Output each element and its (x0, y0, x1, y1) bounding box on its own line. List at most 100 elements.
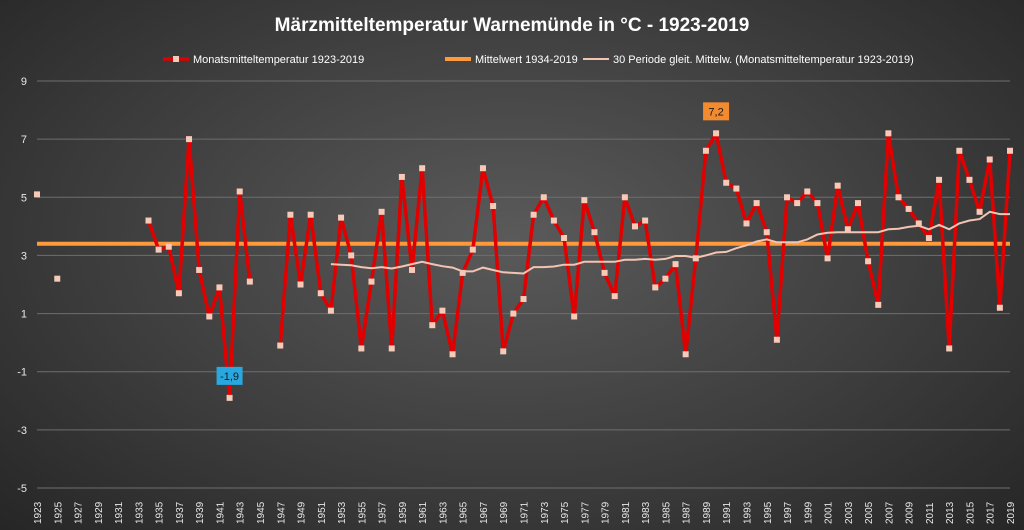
data-point-marker (854, 200, 861, 207)
series-segment (450, 271, 465, 357)
legend-label: Mittelwert 1934-2019 (475, 54, 578, 66)
series-segment (643, 218, 658, 290)
series-segment (207, 285, 222, 319)
x-tick-label: 1981 (621, 501, 632, 524)
x-tick-label: 1999 (803, 501, 814, 524)
x-tick-label: 1941 (215, 501, 226, 524)
data-point-marker (652, 284, 659, 291)
x-tick-label: 1947 (276, 501, 287, 524)
x-tick-label: 1975 (560, 501, 571, 524)
data-point-marker (601, 269, 608, 276)
x-tick-label: 1939 (195, 501, 206, 524)
callout-label: 7,2 (708, 106, 723, 118)
series-segment (846, 201, 860, 232)
series-segment (602, 271, 617, 298)
data-point-marker (763, 229, 770, 236)
series-segment (714, 131, 728, 185)
series-segment (754, 201, 769, 234)
y-tick-label: -5 (17, 483, 27, 495)
series-segment (673, 262, 688, 357)
series-segment (967, 178, 982, 214)
series-segment (876, 131, 891, 307)
data-point-marker (277, 342, 284, 349)
series-segment (471, 166, 485, 252)
series-segment (410, 166, 424, 272)
data-point-marker (682, 351, 689, 358)
data-point-marker (398, 173, 405, 180)
data-point-marker (905, 205, 912, 212)
series-segment (542, 195, 556, 223)
data-point-marker (966, 176, 973, 183)
series-segment (298, 212, 313, 287)
data-point-marker (733, 185, 740, 192)
x-tick-label: 1989 (702, 501, 713, 524)
data-point-marker (895, 194, 902, 201)
data-point-marker (804, 188, 811, 195)
x-tick-label: 1949 (297, 501, 308, 524)
x-tick-label: 1933 (134, 501, 145, 524)
data-point-marker (368, 278, 375, 285)
chart-title: Märzmitteltemperatur Warnemünde in °C - … (275, 15, 750, 36)
data-point-marker (479, 165, 486, 172)
x-tick-label: 2017 (986, 501, 997, 524)
x-tick-label: 1937 (175, 501, 186, 524)
y-tick-label: 7 (21, 134, 27, 146)
y-axis-ticks: 9 7 5 3 1 -1 -3 -5 (17, 76, 27, 495)
x-tick-label: 1987 (682, 501, 693, 524)
y-tick-label: 3 (21, 250, 27, 262)
series-segment (612, 195, 627, 298)
series-segment (987, 157, 1002, 310)
data-point-marker (885, 130, 892, 137)
series-segment (187, 137, 201, 272)
data-point-marker (946, 345, 953, 352)
series-segment (683, 256, 698, 357)
series-segment (440, 308, 455, 357)
x-tick-label: 1945 (256, 501, 267, 524)
series-segment (501, 311, 516, 354)
data-point-marker (54, 275, 61, 282)
series-segment (886, 131, 901, 200)
x-tick-label: 1985 (661, 501, 672, 524)
x-tick-label: 1925 (53, 501, 64, 524)
data-point-marker (175, 290, 182, 297)
series-segment (866, 259, 880, 307)
x-tick-label: 1973 (540, 501, 551, 524)
data-point-marker (378, 208, 385, 215)
series-segment (562, 236, 576, 319)
data-point-marker (1007, 147, 1013, 154)
x-tick-label: 1953 (337, 501, 348, 524)
data-point-marker (915, 220, 922, 227)
series-segment (957, 149, 972, 182)
data-point-marker (561, 234, 568, 241)
data-point-marker (206, 313, 213, 320)
data-point-marker (409, 266, 416, 273)
data-point-marker (540, 194, 547, 201)
legend-label: 30 Periode gleit. Mittelw. (Monatsmittel… (613, 54, 914, 66)
x-tick-label: 1927 (74, 501, 85, 524)
x-tick-label: 2003 (844, 501, 855, 524)
data-point-marker (459, 269, 466, 276)
data-point-marker (449, 351, 456, 358)
series-segment (592, 230, 607, 275)
x-tick-label: 1957 (378, 501, 389, 524)
data-point-marker (520, 296, 527, 303)
data-point-marker (388, 345, 395, 352)
x-tick-label: 2011 (925, 502, 936, 524)
series-segment (998, 149, 1012, 310)
callout-box (216, 366, 243, 385)
data-point-marker (743, 220, 750, 227)
series-segment (146, 218, 161, 252)
data-point-marker (662, 275, 669, 282)
data-point-marker (986, 156, 993, 163)
data-point-marker (186, 136, 193, 143)
x-tick-label: 2009 (905, 501, 916, 524)
data-point-marker (936, 176, 943, 183)
data-point-marker (287, 211, 294, 218)
data-point-marker (581, 197, 588, 204)
series-segment (572, 198, 587, 319)
series-segment (491, 204, 505, 354)
data-point-marker (702, 147, 709, 154)
x-tick-label: 1983 (641, 501, 652, 524)
x-tick-label: 1995 (763, 501, 774, 524)
x-tick-label: 1971 (520, 501, 531, 524)
